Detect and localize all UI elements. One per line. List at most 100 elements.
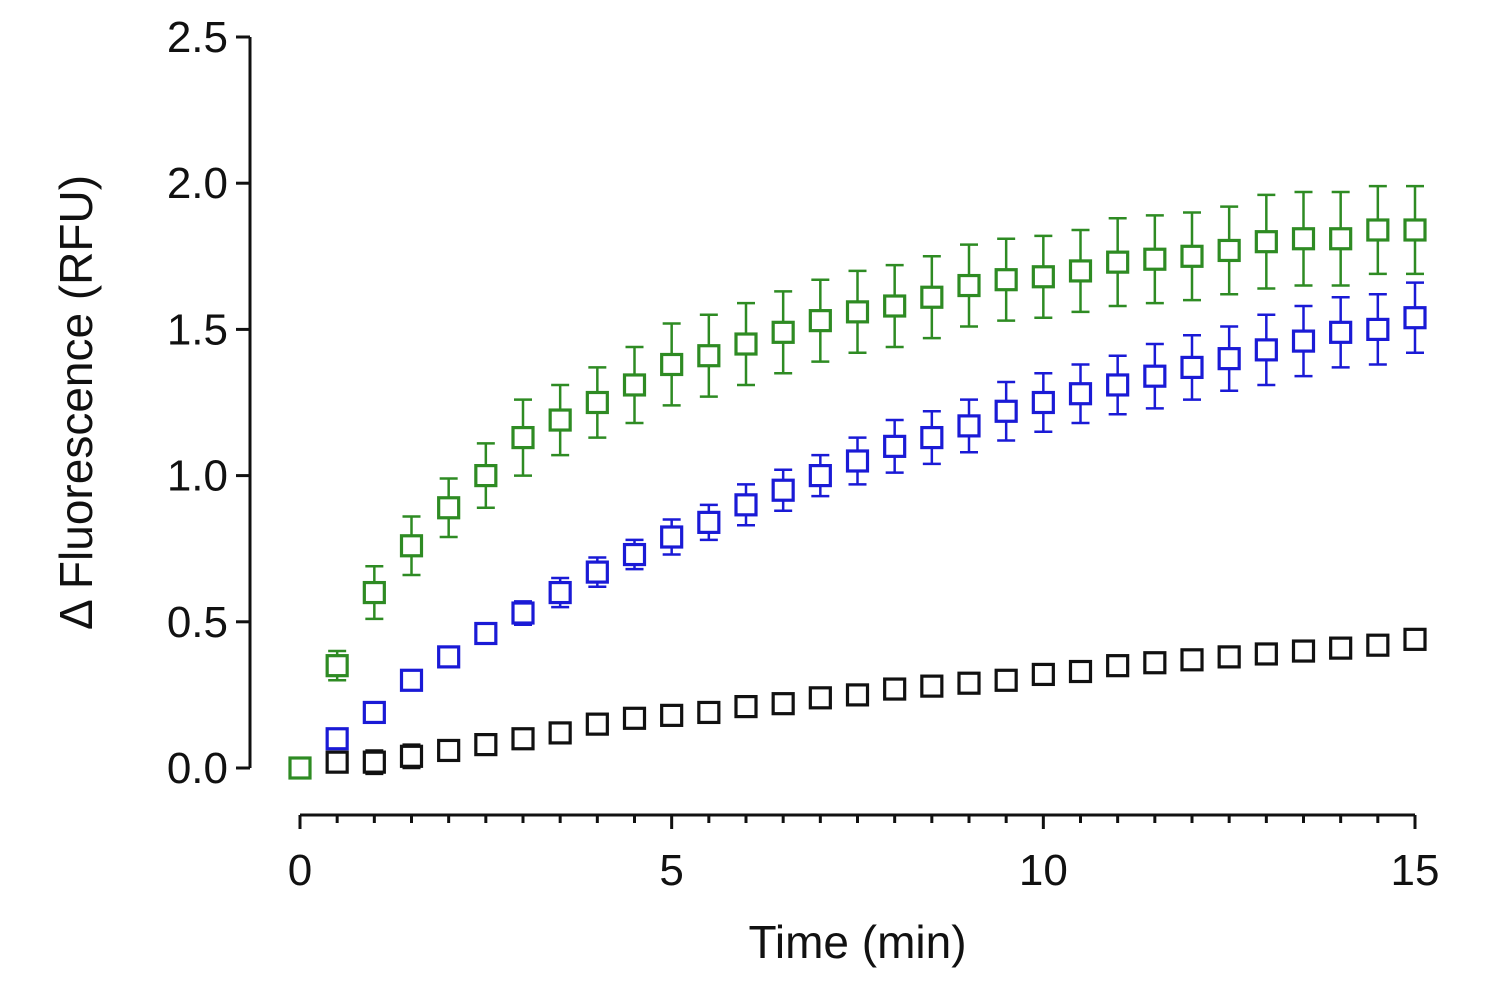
data-point	[957, 273, 981, 298]
data-point	[994, 668, 1018, 692]
data-point	[1254, 338, 1278, 362]
data-point	[362, 700, 386, 725]
data-point	[585, 390, 609, 415]
data-point	[1143, 247, 1167, 271]
data-point	[1031, 390, 1055, 415]
data-point	[325, 750, 349, 774]
data-point	[1217, 347, 1241, 371]
data-point	[437, 645, 461, 669]
data-point	[548, 408, 572, 432]
data-point	[1068, 259, 1093, 283]
data-point	[548, 721, 572, 745]
data-point	[845, 449, 870, 473]
data-point	[437, 738, 461, 763]
data-point	[883, 434, 907, 458]
data-point	[1180, 355, 1204, 380]
data-point	[660, 352, 684, 377]
data-point	[697, 344, 721, 368]
y-tick-label: 2.0	[167, 159, 228, 208]
data-point	[1031, 662, 1055, 687]
data-point	[1403, 627, 1427, 651]
data-point	[474, 464, 498, 488]
y-tick-label: 0.5	[167, 598, 228, 647]
axes-layer: 0.0 0.5 1.0 1.5 2.0 2.5 0 5 10 15	[167, 13, 1440, 895]
data-point	[622, 706, 647, 730]
data-point	[511, 727, 535, 751]
data-point	[1329, 320, 1353, 344]
data-point	[1068, 382, 1093, 406]
data-point	[771, 478, 795, 502]
data-point	[697, 510, 721, 534]
data-point	[771, 692, 795, 716]
data-point	[1329, 636, 1353, 660]
data-point	[1403, 218, 1427, 242]
y-tick-label: 1.0	[167, 452, 228, 501]
data-point	[994, 399, 1018, 423]
data-point	[808, 309, 832, 333]
data-point	[1403, 306, 1427, 330]
data-point	[548, 580, 572, 605]
data-point	[883, 294, 907, 318]
data-point	[399, 668, 424, 692]
data-point	[474, 733, 498, 757]
data-point	[808, 686, 832, 710]
data-point	[399, 744, 424, 768]
data-point	[920, 425, 944, 450]
data-point	[622, 542, 647, 567]
data-point	[585, 560, 609, 584]
data-point	[734, 694, 758, 719]
data-point	[325, 727, 349, 751]
data-point	[1217, 645, 1241, 669]
data-point	[622, 373, 647, 397]
series-black	[325, 627, 1427, 776]
data-point	[808, 464, 832, 488]
y-axis-title: Δ Fluorescence (RFU)	[50, 175, 102, 630]
data-point	[1329, 227, 1353, 251]
y-tick-label: 2.5	[167, 13, 228, 62]
y-tick-label: 0.0	[167, 744, 228, 793]
y-tick-label: 1.5	[167, 305, 228, 354]
data-point	[511, 425, 535, 450]
data-point	[362, 750, 386, 774]
data-point	[585, 712, 609, 736]
data-point	[399, 534, 424, 558]
data-point	[845, 683, 870, 707]
data-point	[437, 496, 461, 520]
data-point	[734, 493, 758, 517]
x-tick-label: 0	[288, 846, 312, 895]
data-point	[883, 677, 907, 701]
data-point	[660, 703, 684, 727]
data-point	[325, 654, 349, 678]
x-axis-title: Time (min)	[748, 916, 966, 968]
data-point	[1366, 633, 1390, 657]
data-point	[1254, 230, 1278, 254]
data-point	[660, 525, 684, 549]
data-point	[1106, 373, 1130, 397]
data-point	[1180, 648, 1204, 672]
data-point	[1143, 364, 1167, 388]
data-point	[1031, 265, 1055, 289]
data-point	[957, 671, 981, 695]
data-point	[474, 621, 498, 646]
data-point	[771, 320, 795, 344]
data-point	[1068, 659, 1093, 684]
data-point	[1180, 244, 1204, 268]
series-layer	[288, 184, 1427, 780]
data-point	[957, 414, 981, 438]
data-point	[362, 580, 386, 605]
data-point	[734, 332, 758, 356]
data-point	[1366, 317, 1390, 341]
data-point	[1366, 218, 1390, 242]
data-point	[1143, 651, 1167, 675]
data-point	[920, 285, 944, 309]
data-point	[1106, 654, 1130, 678]
x-tick-label: 15	[1391, 846, 1440, 895]
x-tick-label: 10	[1019, 846, 1068, 895]
data-point	[1291, 639, 1316, 663]
x-tick-label: 5	[659, 846, 683, 895]
series-blue	[325, 281, 1427, 751]
data-point	[920, 674, 944, 698]
data-point	[1291, 329, 1316, 353]
